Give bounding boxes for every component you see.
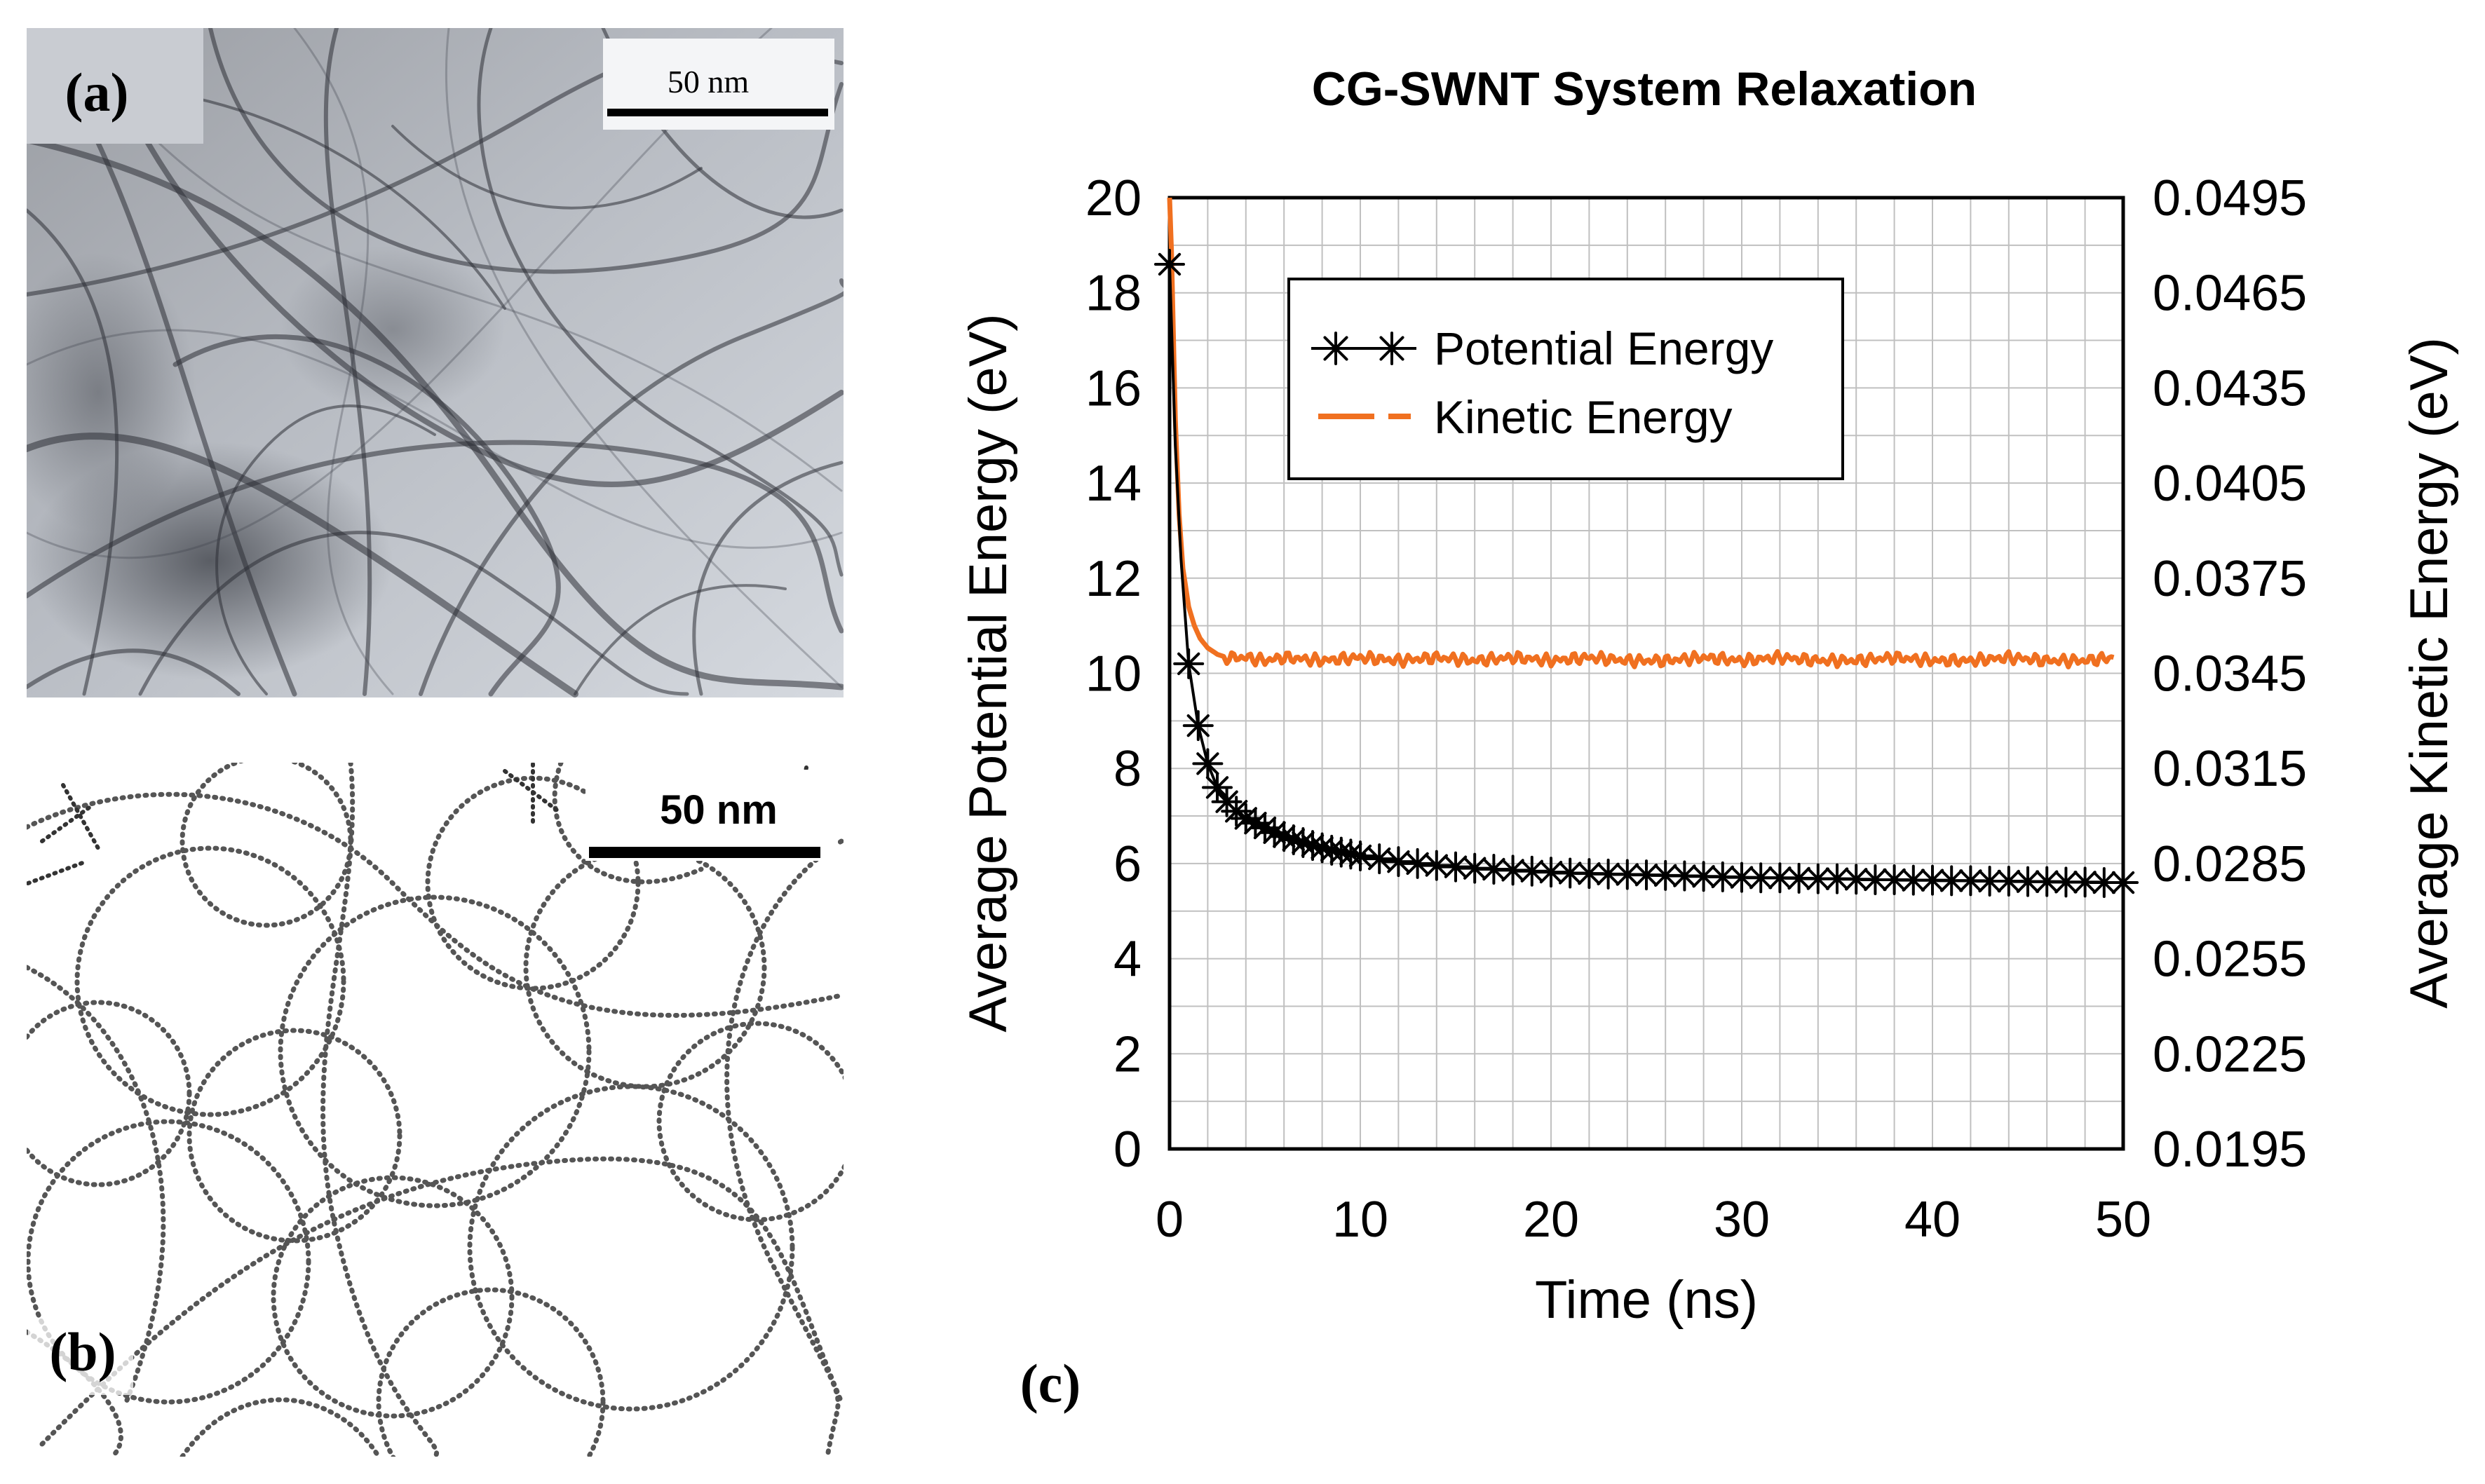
panel-b-scale-bar (589, 847, 820, 858)
potential-energy-marker (1402, 847, 1433, 879)
potential-energy-marker (1936, 865, 1968, 897)
potential-energy-marker (1182, 710, 1214, 742)
potential-energy-marker (1202, 772, 1233, 803)
y2-tick-label: 0.0285 (2153, 836, 2307, 892)
x-tick-label: 30 (1714, 1192, 1770, 1248)
potential-energy-marker (1268, 821, 1300, 852)
y2-tick-label: 0.0375 (2153, 551, 2307, 607)
y2-tick-label: 0.0255 (2153, 932, 2307, 988)
potential-energy-marker (1440, 851, 1471, 883)
y-tick-label: 10 (1085, 646, 1142, 702)
panel-c-label: (c) (1020, 1353, 1081, 1414)
panel-a-label: (a) (65, 62, 129, 123)
potential-energy-marker (1974, 866, 2005, 897)
x-tick-label: 10 (1332, 1192, 1388, 1248)
potential-energy-marker (1173, 648, 1205, 679)
panel-b-scale-label: 50 nm (660, 787, 778, 833)
y2-tick-label: 0.0495 (2153, 170, 2307, 226)
y-tick-label: 14 (1085, 456, 1142, 512)
legend-box (1287, 278, 1844, 480)
y-tick-label: 16 (1085, 360, 1142, 416)
y2-tick-label: 0.0225 (2153, 1026, 2307, 1082)
y2-tick-label: 0.0435 (2153, 360, 2307, 416)
chart-title: CG-SWNT System Relaxation (1312, 62, 1977, 116)
panel-b-label: (b) (49, 1321, 116, 1382)
cg-bead-network (27, 763, 844, 1457)
potential-energy-marker (1345, 840, 1376, 872)
y-tick-label: 2 (1113, 1026, 1142, 1082)
x-tick-label: 0 (1156, 1192, 1184, 1248)
potential-energy-marker (1383, 846, 1414, 878)
y2-tick-label: 0.0315 (2153, 741, 2307, 797)
tem-micrograph (27, 28, 844, 697)
x-tick-labels: 0 10 20 30 40 50 (1156, 1192, 2151, 1248)
y2-tick-label: 0.0405 (2153, 456, 2307, 512)
y-tick-label: 6 (1113, 836, 1142, 892)
y-tick-label: 4 (1113, 932, 1142, 988)
potential-energy-marker (1192, 748, 1224, 780)
legend-potential-label: Potential Energy (1434, 322, 1773, 374)
potential-energy-marker (1459, 852, 1491, 884)
potential-energy-marker (1478, 854, 1510, 885)
legend-marker (1375, 332, 1409, 365)
x-tick-label: 40 (1904, 1192, 1961, 1248)
panel-b: 50 nm (b) (27, 763, 844, 1457)
plot-frame (1167, 196, 2125, 1151)
potential-energy-marker (2108, 867, 2139, 899)
legend-kinetic-label: Kinetic Energy (1434, 391, 1733, 443)
x-axis-label: Time (ns) (1535, 1270, 1758, 1330)
potential-energy-marker (1364, 843, 1395, 875)
x-tick-label: 20 (1523, 1192, 1579, 1248)
y-tick-label: 0 (1113, 1122, 1142, 1178)
potential-energy-marker (1707, 861, 1738, 892)
x-tick-label: 50 (2095, 1192, 2151, 1248)
y-tick-labels: 0 2 4 6 8 10 12 14 16 18 20 (1085, 170, 1142, 1178)
panel-a-scale-bar (607, 109, 828, 116)
y-tick-label: 18 (1085, 266, 1142, 322)
legend-potential-swatch (1311, 332, 1416, 365)
y2-tick-labels: 0.0195 0.0225 0.0255 0.0285 0.0315 0.0345 0.03… (2153, 170, 2307, 1178)
y-tick-label: 8 (1113, 741, 1142, 797)
series-layer (1154, 197, 2139, 899)
potential-energy-marker (1650, 859, 1681, 891)
panel-a: (a) 50 nm (27, 28, 844, 697)
y2-axis-label: Average Kinetic Energy (eV) (2399, 337, 2459, 1009)
potential-energy-marker (1726, 862, 1757, 893)
potential-energy-marker (1421, 850, 1452, 881)
y-tick-label: 12 (1085, 551, 1142, 607)
potential-energy-marker (1154, 248, 1185, 280)
y-axis-label: Average Potential Energy (eV) (959, 313, 1018, 1032)
panel-a-scale-label: 50 nm (668, 64, 750, 100)
legend-marker (1319, 332, 1353, 365)
potential-energy-marker (1516, 855, 1548, 887)
panel-c: CG-SWNT System Relaxation 0 10 20 30 40 50 0 2… (959, 62, 2459, 1414)
y2-tick-label: 0.0195 (2153, 1122, 2307, 1178)
y2-tick-label: 0.0465 (2153, 266, 2307, 322)
y2-tick-label: 0.0345 (2153, 646, 2307, 702)
legend: Potential Energy Kinetic Energy (1287, 278, 1844, 480)
potential-energy-marker (1745, 862, 1777, 894)
y-tick-label: 20 (1085, 170, 1142, 226)
potential-energy-marker (2050, 866, 2082, 898)
kinetic-energy-line (1167, 197, 2115, 669)
